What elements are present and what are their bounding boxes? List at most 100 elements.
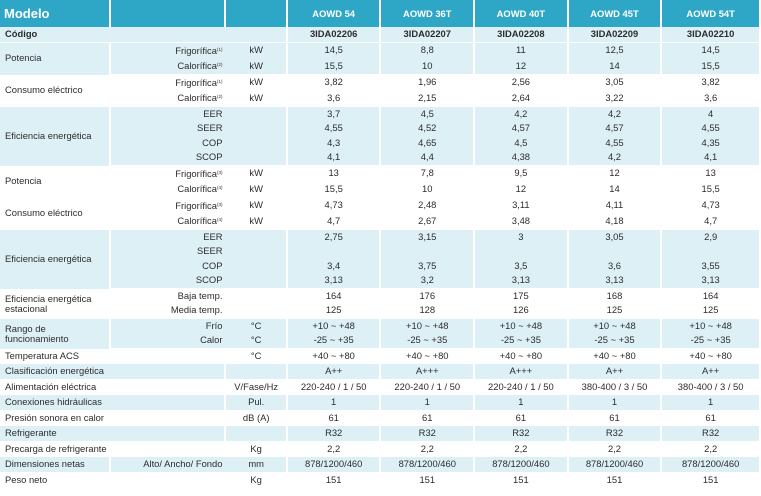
row-label: Temperatura ACS [0,348,227,364]
value-cell: 14 [568,58,663,75]
header-spacer [110,0,227,27]
value-cell: +40 ~ +80 [287,348,382,364]
unit-cell: Kg [226,472,288,488]
value-cell: 126 [475,303,569,319]
value-cell: 61 [568,410,663,426]
unit-cell: kW [226,90,288,107]
value-cell: -25 ~ +35 [475,333,569,349]
value-cell: 878/1200/460 [287,457,382,473]
row-label: Potencia [0,42,111,75]
value-cell: 3,4 [287,258,382,273]
row-sublabel: EER [110,106,227,121]
row-sublabel: SCOP [110,273,227,289]
value-cell: 12 [568,165,663,181]
row-label: Conexiones hidráulicas [0,395,227,411]
value-cell: 13 [662,165,761,181]
value-cell: 61 [287,410,382,426]
value-cell: +10 ~ +48 [287,318,382,333]
value-cell: 2,9 [662,229,761,244]
model-header: AOWD 40T [475,0,569,27]
value-cell: 15,5 [287,181,382,198]
value-cell: 10 [381,58,476,75]
value-cell: +10 ~ +48 [662,318,761,333]
value-cell: 2,2 [568,441,663,457]
table-row: Precarga de refrigerante Kg 2,2 2,2 2,2 2,2 2,… [0,441,761,457]
value-cell: 2,56 [475,74,569,90]
table-row: Dimensiones netas Alto/ Ancho/ Fondo mm 878… [0,457,761,473]
unit-cell [226,244,288,259]
value-cell: 4,1 [662,150,761,166]
value-cell: 4,55 [662,121,761,136]
row-sublabel: Calorífica(2) [110,58,227,75]
footnote-ref: (4) [216,217,223,222]
value-cell: 380-400 / 3 / 50 [662,379,761,395]
value-cell: 4,2 [568,150,663,166]
row-sublabel: Alto/ Ancho/ Fondo [110,457,227,473]
sublabel-text: Calorífica [177,92,217,103]
value-cell: 3,13 [287,273,382,289]
footnote-ref: (1) [216,78,223,84]
value-cell: 10 [381,181,476,198]
unit-cell [226,273,288,289]
value-cell: A++ [568,364,663,380]
value-cell: 878/1200/460 [475,457,569,473]
value-cell: A+++ [381,364,476,380]
value-cell: 2,48 [381,197,476,213]
value-cell: 4,55 [568,135,663,150]
value-cell: 4,1 [287,150,382,166]
value-cell: 151 [475,472,569,488]
value-cell: 176 [381,288,476,303]
unit-cell: Pul. [226,395,288,411]
value-cell: 3,05 [568,229,663,244]
unit-cell [226,288,288,303]
value-cell: 4,4 [381,150,476,166]
value-cell: 1 [475,395,569,411]
sublabel-text: Calorífica [177,215,217,226]
value-cell: 61 [662,410,761,426]
row-label: Alimentación eléctrica [0,379,227,395]
table-row: Eficiencia energética EER 2,75 3,15 3 3,05 2,9 [0,229,761,289]
value-cell: 151 [568,472,663,488]
value-cell: 3,2 [381,273,476,289]
unit-cell: V/Fase/Hz [226,379,288,395]
value-cell: 4,18 [568,213,663,230]
value-cell: 3,22 [568,90,663,107]
row-sublabel: COP [110,135,227,150]
value-cell: 1 [568,395,663,411]
value-cell: 2,2 [475,441,569,457]
value-cell: 164 [287,288,382,303]
value-cell: R32 [381,426,476,442]
value-cell: 3,11 [475,197,569,213]
table-row: Calorífica(4) kW 15,5 10 12 14 15,5 [0,181,761,198]
table-row: Clasificación energética A++ A+++ A+++ A++ A+… [0,364,761,380]
row-sublabel: SEER [110,244,227,259]
value-cell: 15,5 [662,58,761,75]
value-cell: R32 [662,426,761,442]
header-row: Modelo AOWD 54 AOWD 36T AOWD 40T AOWD 45T AOW… [0,0,761,27]
value-cell: 4,2 [568,106,663,121]
value-cell: 3IDA02209 [568,27,663,43]
unit-cell: kW [226,74,288,90]
sublabel-text: Frigorífica [175,199,217,211]
value-cell: +10 ~ +48 [568,318,663,333]
value-cell: 4,38 [475,150,569,166]
value-cell: 2,15 [381,90,476,107]
row-label: Precarga de refrigerante [0,441,227,457]
table-row: Rango de funcionamiento Frío °C +10 ~ +48 +1… [0,318,761,349]
value-cell: 878/1200/460 [568,457,663,473]
table-row: Calorífica(4) kW 4,7 2,67 3,48 4,18 4,7 [0,213,761,230]
unit-cell [226,150,288,166]
model-header: AOWD 36T [381,0,476,27]
table-row: COP 4,3 4,65 4,5 4,55 4,35 [0,135,761,150]
row-sublabel: Frigorífica(1) [110,42,227,58]
unit-cell: Kg [226,441,288,457]
model-header: AOWD 54 [287,0,382,27]
value-cell: -25 ~ +35 [287,333,382,349]
value-cell: 2,2 [287,441,382,457]
unit-cell [226,364,288,380]
sublabel-text: Frigorífica [175,44,217,56]
value-cell: 4,5 [475,135,569,150]
value-cell: 4,57 [475,121,569,136]
value-cell: 878/1200/460 [662,457,761,473]
model-header: AOWD 45T [568,0,663,27]
